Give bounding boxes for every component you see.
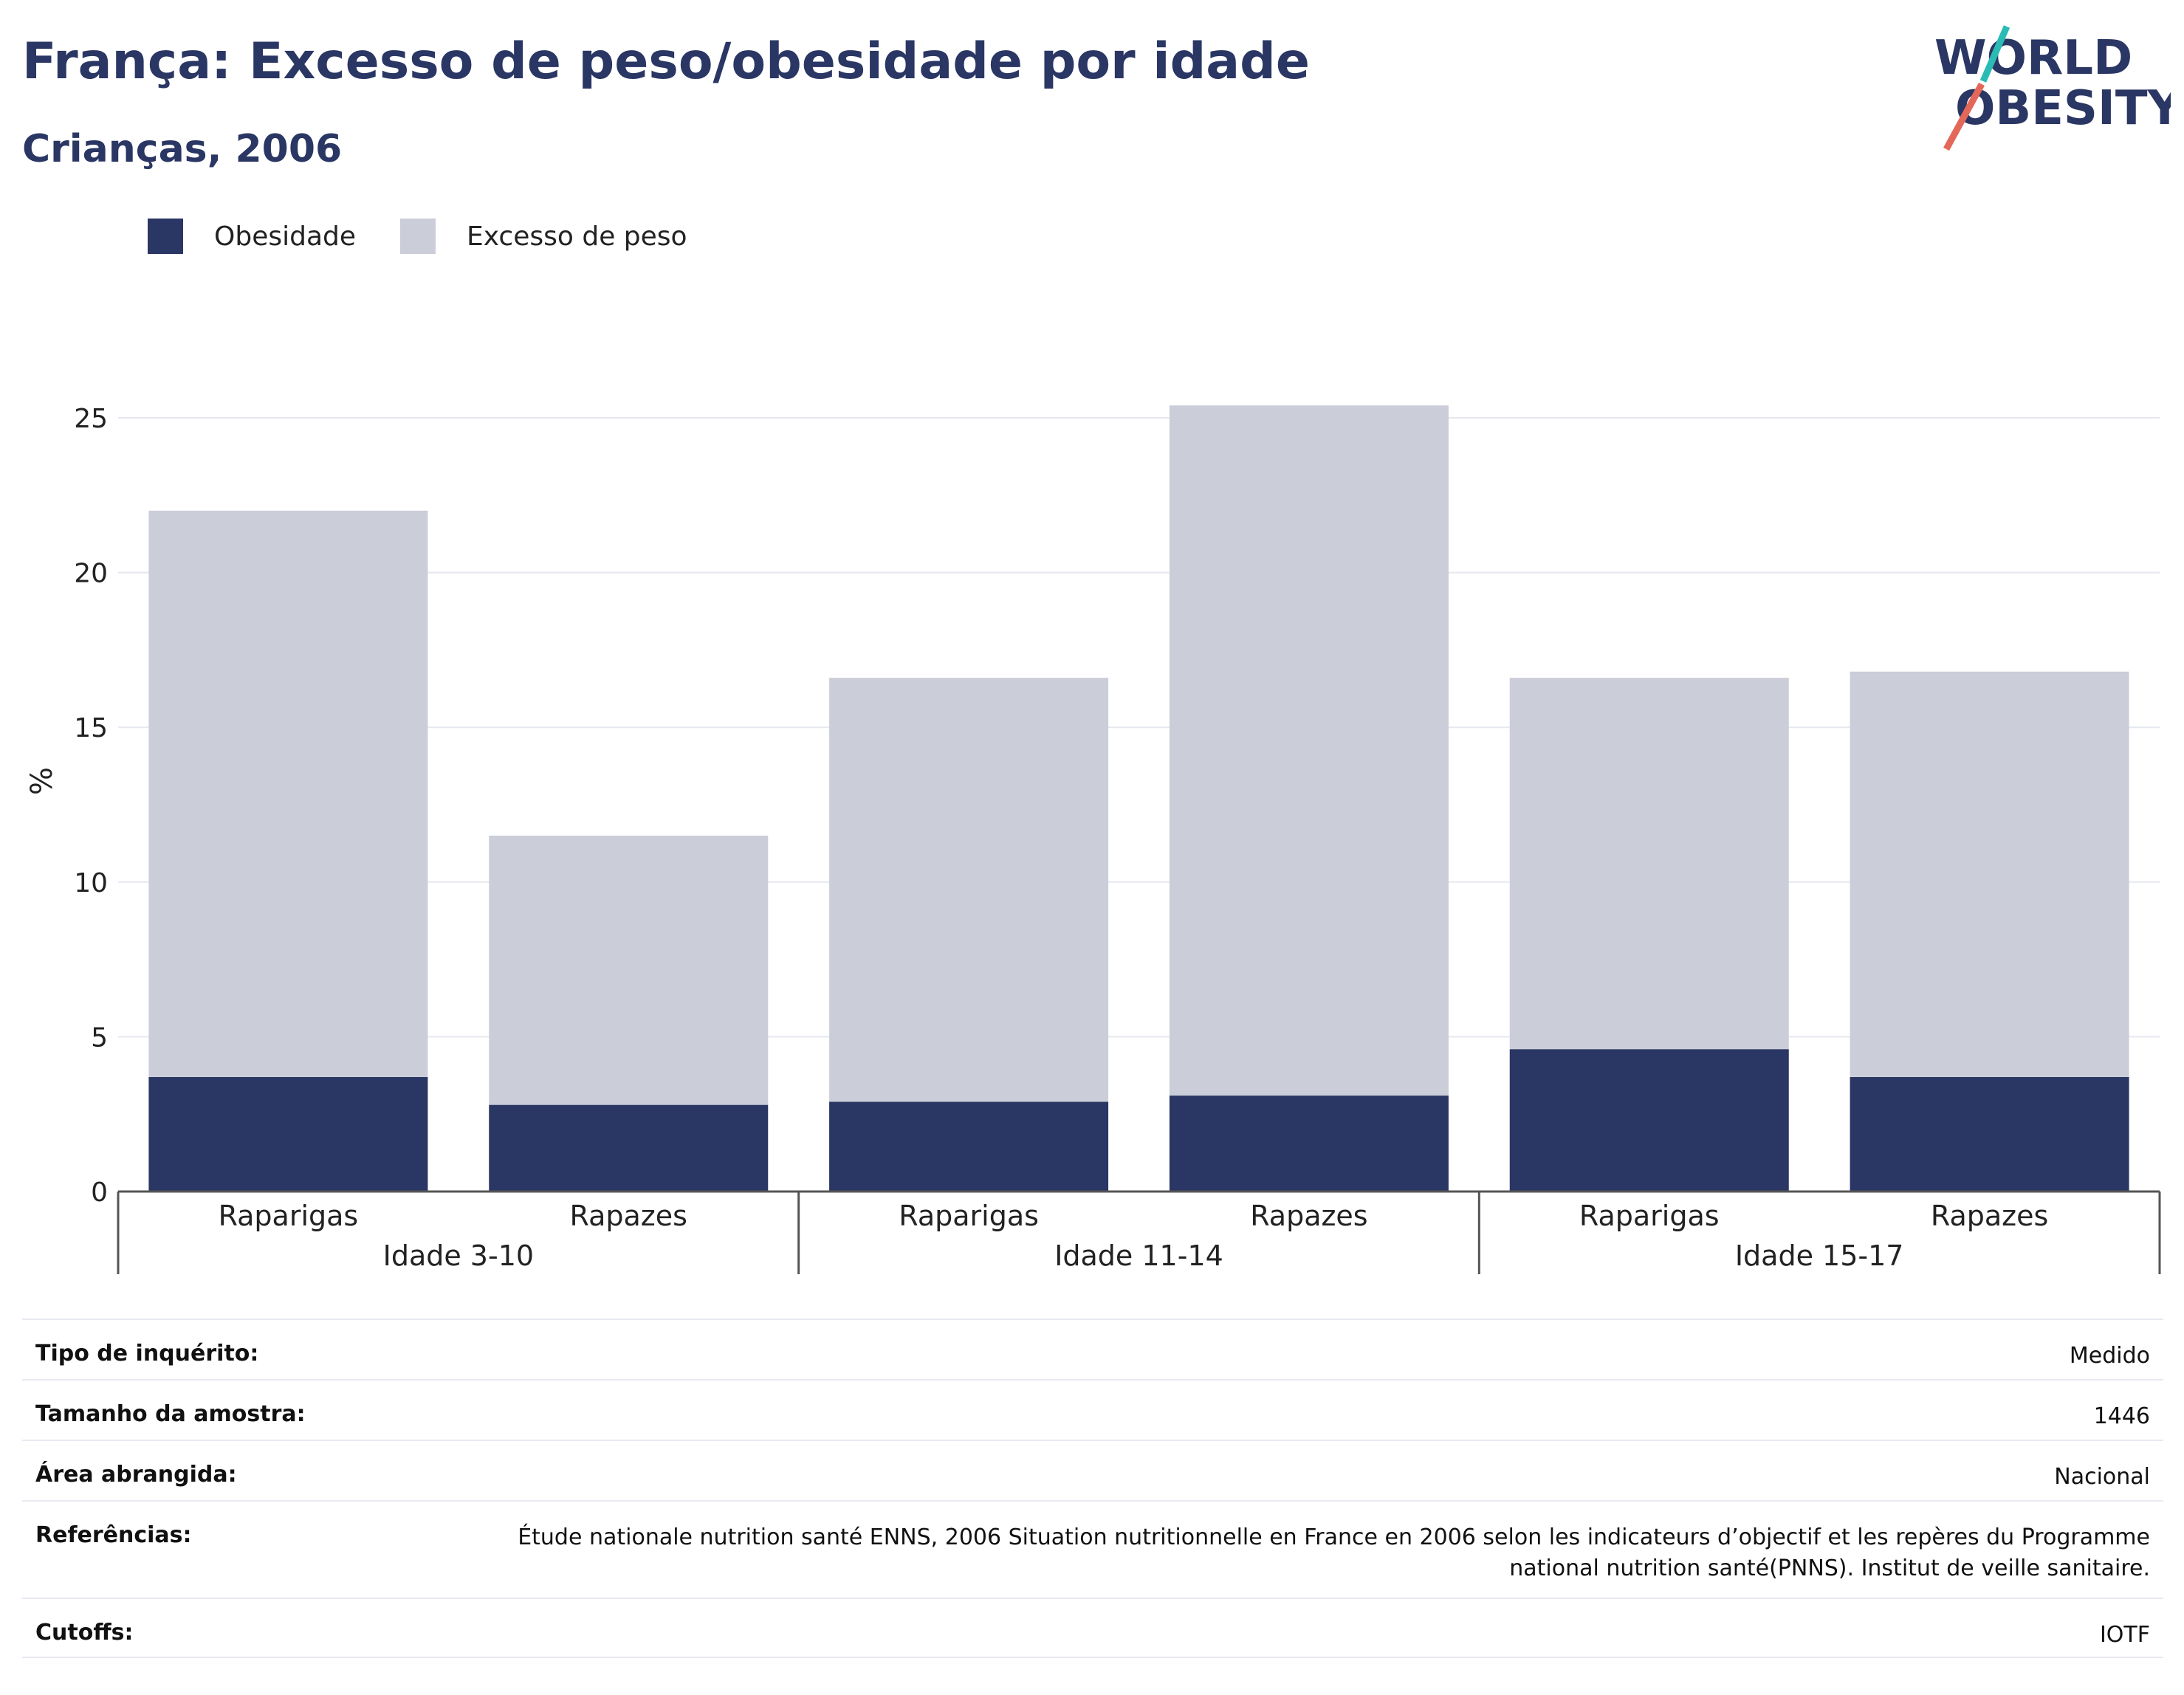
info-value: 1446 [2093, 1403, 2150, 1429]
bar-obesidade [1509, 1049, 1789, 1192]
logo-word-2: OBESITY [1955, 81, 2171, 136]
survey-info-table: Tipo de inquérito: Medido Tamanho da amo… [22, 1318, 2163, 1658]
x-tick-label: Raparigas [219, 1200, 359, 1232]
bar-excesso-de-peso [489, 835, 769, 1105]
y-tick-label: 25 [74, 404, 108, 434]
info-label: Tamanho da amostra: [35, 1401, 306, 1427]
legend-swatch-obesidade [148, 219, 183, 254]
x-tick-label: Rapazes [1250, 1200, 1367, 1232]
world-obesity-logo: WORLD OBESITY [1934, 25, 2171, 151]
chart-legend: Obesidade Excesso de peso [148, 219, 732, 254]
x-group-label: Idade 11-14 [1054, 1240, 1223, 1272]
bar-excesso-de-peso [829, 678, 1109, 1102]
info-label: Área abrangida: [35, 1462, 237, 1488]
legend-label-obesidade: Obesidade [214, 221, 357, 252]
bar-excesso-de-peso [148, 510, 428, 1077]
info-label: Referências: [35, 1522, 192, 1548]
chart-title: França: Excesso de peso/obesidade por id… [22, 32, 1310, 91]
legend-swatch-excesso [400, 219, 436, 254]
info-value: Étude nationale nutrition santé ENNS, 20… [518, 1524, 2150, 1581]
y-axis-label: % [25, 767, 59, 795]
y-tick-label: 5 [91, 1022, 108, 1053]
x-group-label: Idade 3-10 [383, 1240, 534, 1272]
y-tick-label: 0 [91, 1177, 108, 1208]
bar-obesidade [1850, 1076, 2129, 1192]
bar-obesidade [1169, 1096, 1449, 1192]
bar-chart: 0 5 10 15 20 25% Raparigas Rapazes Raparigas Rapa… [25, 404, 2161, 1274]
bar-obesidade [148, 1076, 428, 1192]
bar-excesso-de-peso [1509, 678, 1789, 1050]
logo-slash-coral [1943, 82, 1985, 151]
logo-slash-teal [1979, 25, 2010, 83]
bar-excesso-de-peso [1169, 405, 1449, 1096]
x-group-label: Idade 15-17 [1735, 1240, 1904, 1272]
info-row-survey-type: Tipo de inquérito: Medido [22, 1318, 2163, 1379]
info-row-sample-size: Tamanho da amostra: 1446 [22, 1379, 2163, 1440]
x-tick-label: Rapazes [570, 1200, 687, 1232]
y-tick-label: 15 [74, 713, 108, 743]
info-value: Nacional [2054, 1464, 2150, 1490]
info-label: Tipo de inquérito: [35, 1341, 259, 1366]
legend-label-excesso: Excesso de peso [467, 221, 687, 252]
bar-excesso-de-peso [1850, 671, 2129, 1077]
info-row-area: Área abrangida: Nacional [22, 1440, 2163, 1500]
legend-item-obesidade[interactable]: Obesidade [148, 219, 356, 254]
info-value: IOTF [2099, 1622, 2150, 1648]
x-tick-label: Rapazes [1931, 1200, 2048, 1232]
x-tick-label: Raparigas [1579, 1200, 1720, 1232]
bar-obesidade [829, 1101, 1109, 1192]
info-label: Cutoffs: [35, 1620, 134, 1646]
legend-item-excesso[interactable]: Excesso de peso [400, 219, 687, 254]
x-tick-label: Raparigas [899, 1200, 1039, 1232]
info-row-references: Referências: Étude nationale nutrition s… [22, 1500, 2163, 1598]
info-row-cutoffs: Cutoffs: IOTF [22, 1598, 2163, 1658]
bar-obesidade [489, 1104, 769, 1192]
chart-subtitle: Crianças, 2006 [22, 127, 343, 171]
y-tick-label: 10 [74, 868, 108, 898]
logo-word-1: WORLD [1934, 31, 2132, 86]
y-tick-label: 20 [74, 559, 108, 589]
info-value: Medido [2069, 1343, 2150, 1369]
